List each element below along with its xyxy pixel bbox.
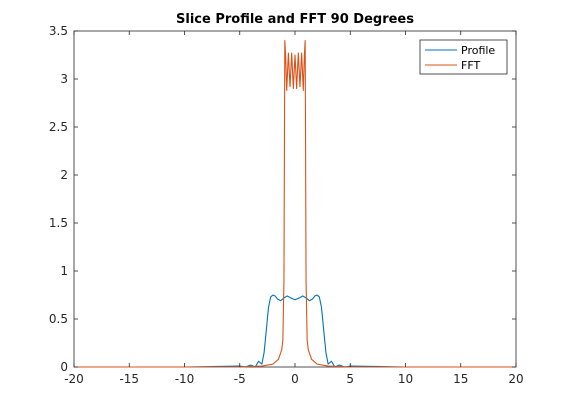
x-tick-label: 5 [346,372,354,386]
y-tick-label: 3.5 [49,24,68,38]
series-line-profile [74,294,516,368]
axes-box [73,30,517,368]
y-tick-label: 2.5 [49,120,68,134]
legend-box [419,39,508,75]
legend-label-fft: FFT [461,59,480,72]
x-tick-label: 10 [398,372,413,386]
x-tick-label: -10 [175,372,195,386]
legend-label-profile: Profile [461,44,495,57]
x-tick-label: 20 [508,372,523,386]
plot-area: -20 -15 -10 -5 0 5 10 15 20 0 0.5 1 1.5 2 2.5 3 3.5 [49,24,524,386]
legend: Profile FFT [419,39,508,75]
series-line-fft [74,40,516,368]
y-tick-label: 1 [60,264,68,278]
y-tick-label: 3 [60,72,68,86]
x-tick-label: 0 [291,372,299,386]
chart-title: Slice Profile and FFT 90 Degrees [176,12,414,27]
x-tick-label: -20 [64,372,84,386]
y-tick-label: 1.5 [49,216,68,230]
x-tick-label: -5 [234,372,246,386]
x-tick-label: -15 [119,372,139,386]
x-tick-label: 15 [453,372,468,386]
y-tick-label: 2 [60,168,68,182]
y-tick-label: 0 [60,360,68,374]
y-tick-label: 0.5 [49,312,68,326]
